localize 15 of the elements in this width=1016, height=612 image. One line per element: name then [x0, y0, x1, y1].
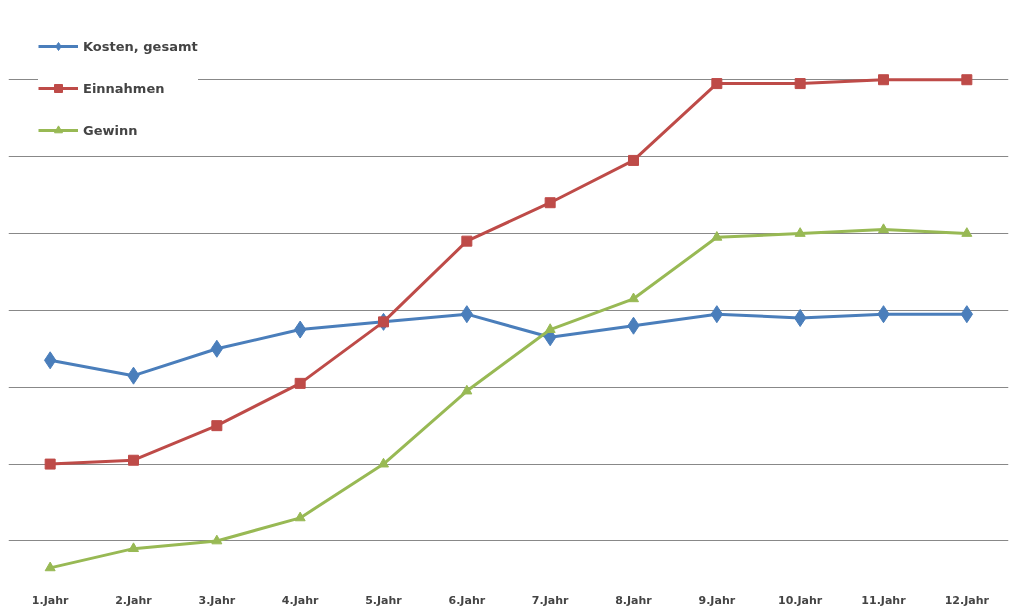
x-tick-label: 5.Jahr: [365, 593, 403, 607]
x-tick-label: 6.Jahr: [448, 593, 486, 607]
x-tick-label: 7.Jahr: [531, 593, 570, 607]
x-tick-label: 10.Jahr: [778, 593, 823, 607]
x-tick-label: 1.Jahr: [31, 593, 70, 607]
x-tick-label: 9.Jahr: [698, 593, 736, 607]
x-tick-label: 4.Jahr: [281, 593, 320, 607]
legend-label: Einnahmen: [83, 80, 165, 96]
legend-label: Gewinn: [83, 122, 138, 138]
x-tick-label: 3.Jahr: [198, 593, 236, 607]
x-tick-label: 8.Jahr: [615, 593, 653, 607]
legend-label: Kosten, gesamt: [83, 38, 198, 54]
x-tick-label: 2.Jahr: [115, 593, 153, 607]
x-tick-label: 11.Jahr: [861, 593, 907, 607]
x-tick-label: 12.Jahr: [944, 593, 990, 607]
